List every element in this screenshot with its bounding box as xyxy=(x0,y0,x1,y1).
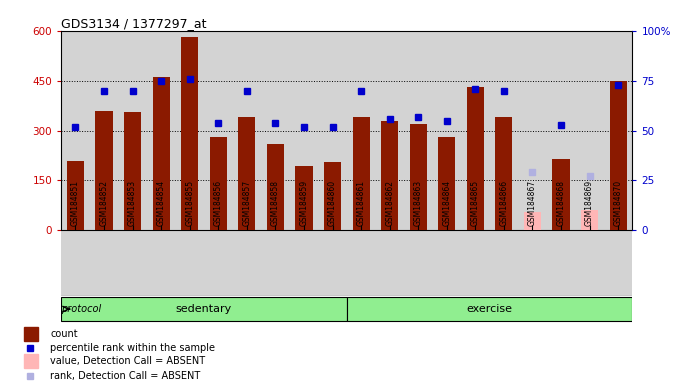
Bar xyxy=(581,210,598,230)
Bar xyxy=(24,327,38,341)
Text: value, Detection Call = ABSENT: value, Detection Call = ABSENT xyxy=(50,356,205,366)
Bar xyxy=(238,117,256,230)
Text: exercise: exercise xyxy=(466,304,513,314)
Bar xyxy=(438,137,456,230)
Bar xyxy=(552,159,570,230)
Bar xyxy=(295,166,313,230)
Bar xyxy=(267,144,284,230)
Bar xyxy=(181,37,199,230)
Bar xyxy=(324,162,341,230)
Text: percentile rank within the sample: percentile rank within the sample xyxy=(50,343,216,353)
Bar xyxy=(495,117,513,230)
Text: count: count xyxy=(50,329,78,339)
Bar xyxy=(67,161,84,230)
Text: sedentary: sedentary xyxy=(176,304,232,314)
Bar xyxy=(209,137,227,230)
Bar xyxy=(61,297,347,321)
Bar xyxy=(347,297,632,321)
Bar xyxy=(409,124,427,230)
Text: protocol: protocol xyxy=(61,304,101,314)
Bar xyxy=(381,121,398,230)
Bar xyxy=(524,212,541,230)
Text: GDS3134 / 1377297_at: GDS3134 / 1377297_at xyxy=(61,17,207,30)
Text: rank, Detection Call = ABSENT: rank, Detection Call = ABSENT xyxy=(50,371,201,381)
Bar xyxy=(609,81,627,230)
Bar xyxy=(152,77,170,230)
Bar xyxy=(24,354,38,368)
Bar xyxy=(95,111,113,230)
Bar xyxy=(466,87,484,230)
Bar xyxy=(124,112,141,230)
Bar xyxy=(352,117,370,230)
